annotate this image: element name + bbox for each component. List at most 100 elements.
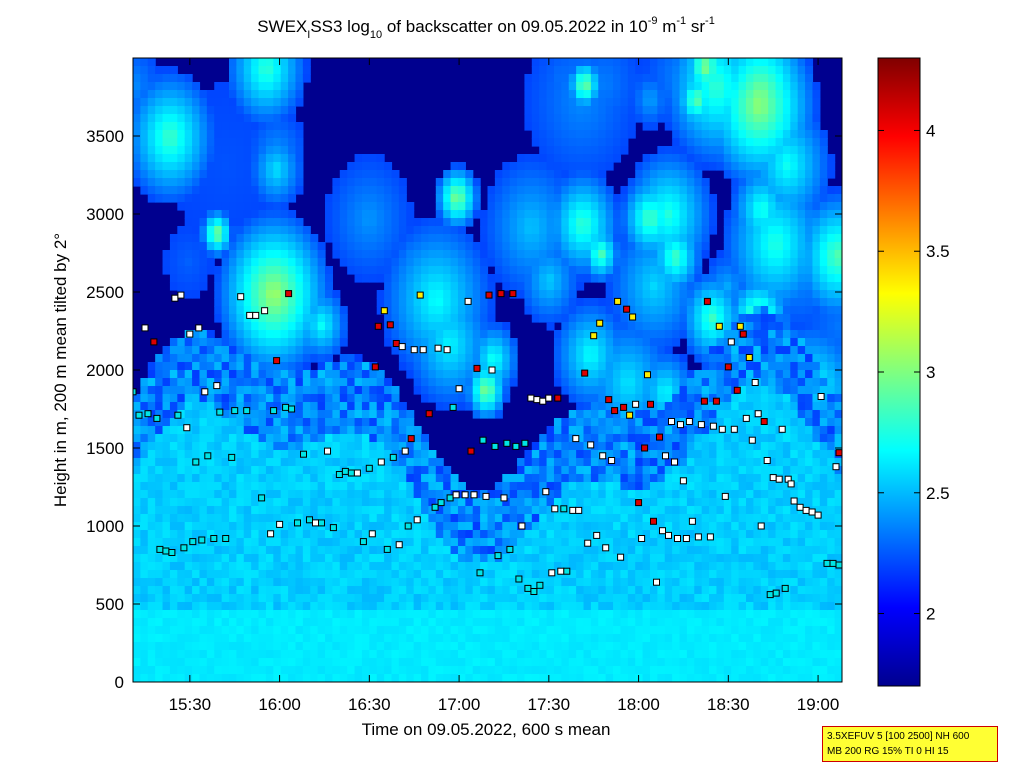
heatmap-cell bbox=[169, 354, 178, 363]
heatmap-cell bbox=[339, 234, 348, 243]
heatmap-cell bbox=[642, 330, 651, 339]
heatmap-cell bbox=[664, 266, 673, 275]
heatmap-cell bbox=[251, 338, 260, 347]
heatmap-cell bbox=[184, 226, 193, 235]
heatmap-cell bbox=[435, 370, 444, 379]
heatmap-cell bbox=[384, 618, 393, 627]
heatmap-cell bbox=[354, 154, 363, 163]
heatmap-cell bbox=[273, 410, 282, 419]
heatmap-cell bbox=[413, 474, 422, 483]
heatmap-cell bbox=[627, 522, 636, 531]
heatmap-cell bbox=[177, 226, 186, 235]
heatmap-cell bbox=[598, 634, 607, 643]
heatmap-cell bbox=[679, 114, 688, 123]
heatmap-cell bbox=[147, 546, 156, 555]
heatmap-cell bbox=[391, 506, 400, 515]
heatmap-cell bbox=[273, 314, 282, 323]
heatmap-cell bbox=[295, 618, 304, 627]
heatmap-cell bbox=[288, 666, 297, 675]
heatmap-cell bbox=[539, 202, 548, 211]
heatmap-cell bbox=[317, 530, 326, 539]
heatmap-cell bbox=[192, 162, 201, 171]
heatmap-cell bbox=[613, 586, 622, 595]
heatmap-cell bbox=[627, 258, 636, 267]
heatmap-cell bbox=[302, 522, 311, 531]
heatmap-cell bbox=[177, 98, 186, 107]
heatmap-cell bbox=[605, 354, 614, 363]
heatmap-cell bbox=[317, 242, 326, 251]
heatmap-cell bbox=[206, 522, 215, 531]
heatmap-cell bbox=[443, 194, 452, 203]
heatmap-cell bbox=[369, 218, 378, 227]
heatmap-cell bbox=[243, 522, 252, 531]
heatmap-cell bbox=[546, 610, 555, 619]
heatmap-cell bbox=[184, 450, 193, 459]
heatmap-cell bbox=[199, 594, 208, 603]
heatmap-cell bbox=[310, 418, 319, 427]
heatmap-cell bbox=[280, 354, 289, 363]
heatmap-cell bbox=[635, 474, 644, 483]
heatmap-cell bbox=[627, 322, 636, 331]
heatmap-cell bbox=[561, 562, 570, 571]
heatmap-cell bbox=[605, 418, 614, 427]
heatmap-cell bbox=[406, 498, 415, 507]
heatmap-cell bbox=[133, 538, 141, 547]
heatmap-cell bbox=[273, 170, 282, 179]
heatmap-cell bbox=[561, 650, 570, 659]
heatmap-cell bbox=[450, 370, 459, 379]
heatmap-cell bbox=[361, 650, 370, 659]
heatmap-cell bbox=[553, 482, 562, 491]
heatmap-cell bbox=[620, 202, 629, 211]
heatmap-cell bbox=[155, 530, 164, 539]
heatmap-cell bbox=[487, 258, 496, 267]
heatmap-cell bbox=[162, 530, 171, 539]
heatmap-cell bbox=[553, 250, 562, 259]
heatmap-cell bbox=[229, 162, 237, 171]
heatmap-cell bbox=[553, 218, 562, 227]
heatmap-cell bbox=[273, 570, 282, 579]
heatmap-cell bbox=[421, 450, 430, 459]
heatmap-cell bbox=[642, 226, 651, 235]
heatmap-cell bbox=[553, 74, 562, 83]
heatmap-cell bbox=[568, 370, 577, 379]
heatmap-cell bbox=[177, 514, 186, 523]
heatmap-cell bbox=[391, 250, 400, 259]
heatmap-cell bbox=[273, 258, 282, 267]
heatmap-cell bbox=[472, 378, 481, 387]
heatmap-cell bbox=[162, 554, 171, 563]
heatmap-cell bbox=[620, 578, 629, 587]
heatmap-cell bbox=[391, 658, 400, 667]
heatmap-cell bbox=[531, 634, 540, 643]
heatmap-cell bbox=[162, 66, 171, 75]
heatmap-cell bbox=[347, 626, 356, 635]
heatmap-cell bbox=[206, 570, 215, 579]
heatmap-cell bbox=[221, 162, 230, 171]
heatmap-cell bbox=[450, 162, 459, 171]
heatmap-cell bbox=[627, 426, 636, 435]
heatmap-cell bbox=[553, 178, 562, 187]
heatmap-cell bbox=[265, 162, 274, 171]
heatmap-cell bbox=[199, 426, 208, 435]
heatmap-cell bbox=[583, 666, 592, 675]
heatmap-cell bbox=[568, 626, 577, 635]
heatmap-cell bbox=[435, 586, 444, 595]
heatmap-cell bbox=[679, 402, 688, 411]
heatmap-cell bbox=[251, 626, 260, 635]
heatmap-cell bbox=[229, 58, 237, 67]
heatmap-cell bbox=[133, 106, 141, 115]
heatmap-cell bbox=[184, 658, 193, 667]
heatmap-cell bbox=[524, 610, 533, 619]
heatmap-cell bbox=[487, 394, 496, 403]
heatmap-cell bbox=[302, 586, 311, 595]
heatmap-cell bbox=[694, 154, 703, 163]
heatmap-cell bbox=[347, 354, 356, 363]
heatmap-cell bbox=[457, 258, 466, 267]
heatmap-cell bbox=[140, 378, 149, 387]
heatmap-cell bbox=[465, 514, 474, 523]
heatmap-cell bbox=[325, 306, 334, 315]
heatmap-cell bbox=[273, 322, 282, 331]
heatmap-cell bbox=[236, 354, 245, 363]
heatmap-cell bbox=[642, 162, 651, 171]
heatmap-cell bbox=[258, 114, 267, 123]
heatmap-cell bbox=[465, 538, 474, 547]
